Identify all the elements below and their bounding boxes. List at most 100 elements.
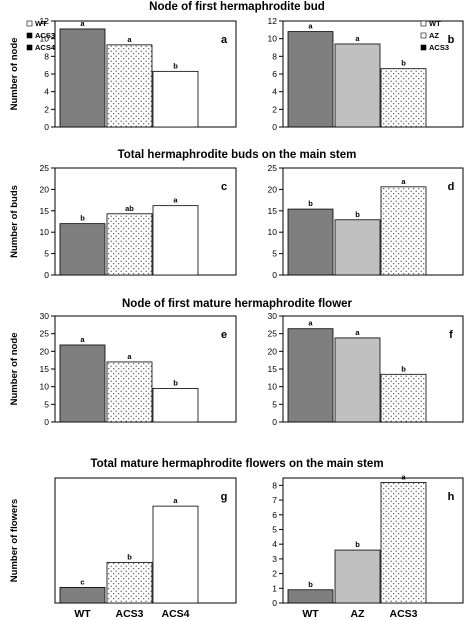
y-tick-label: 10 <box>40 34 50 44</box>
bar-az <box>334 337 381 423</box>
bar-acs3 <box>106 213 153 276</box>
legend-swatch <box>26 32 33 39</box>
chart-panel-a: Node of first hermaphrodite bud 0 2 4 6 8 10 12… <box>9 1 325 132</box>
y-tick-label: 0 <box>44 417 49 427</box>
legend-label: AZ <box>429 31 439 40</box>
chart-panel-b: 0 2 4 6 8 10 12 a a b b WT AZ ACS3 <box>268 16 464 132</box>
significance-letter: a <box>401 177 406 186</box>
y-tick-label: 25 <box>40 163 50 173</box>
chart-panel-g: Total mature hermaphrodite flowers on th… <box>9 458 384 620</box>
legend-label: ACS4 <box>35 43 56 52</box>
bar-wt <box>59 28 106 128</box>
bar-acs3 <box>106 361 153 423</box>
bar-acs3 <box>380 373 427 423</box>
panel-letter: h <box>448 491 455 503</box>
significance-letter: a <box>308 22 313 31</box>
bar-wt <box>287 208 334 276</box>
x-category-label: ACS3 <box>389 608 417 620</box>
y-tick-label: 10 <box>268 227 278 237</box>
y-tick-label: 0 <box>272 417 277 427</box>
bar-acs3 <box>106 44 153 128</box>
y-tick-label: 5 <box>44 249 49 259</box>
bar-acs4 <box>152 505 199 604</box>
bar-acs3 <box>106 561 153 604</box>
significance-letter: a <box>80 19 85 28</box>
legend-label: WT <box>35 19 47 28</box>
bar-wt <box>59 223 106 276</box>
y-tick-label: 0 <box>272 270 277 280</box>
y-tick-label: 2 <box>44 104 49 114</box>
significance-letter: b <box>355 210 360 219</box>
significance-letter: b <box>80 214 85 223</box>
bar-az <box>334 549 381 604</box>
x-category-label: ACS3 <box>115 608 143 620</box>
y-tick-label: 10 <box>268 34 278 44</box>
legend-label: ACS3 <box>429 43 449 52</box>
significance-letter: a <box>80 335 85 344</box>
significance-letter: a <box>173 496 178 505</box>
y-tick-label: 30 <box>40 311 50 321</box>
y-tick-label: 4 <box>272 87 277 97</box>
y-tick-label: 0 <box>272 122 277 132</box>
y-tick-label: 5 <box>272 249 277 259</box>
legend-swatch <box>26 20 33 27</box>
y-tick-label: 10 <box>268 382 278 392</box>
bar-acs4 <box>152 205 199 276</box>
bar-wt <box>287 589 334 604</box>
x-category-label: WT <box>302 608 319 620</box>
y-tick-label: 10 <box>40 382 50 392</box>
significance-letter: b <box>401 59 406 68</box>
y-tick-label: 7 <box>272 495 277 505</box>
y-tick-label: 5 <box>44 399 49 409</box>
significance-letter: b <box>127 552 132 561</box>
significance-letter: b <box>173 378 178 387</box>
legend-swatch <box>420 20 427 27</box>
y-tick-label: 2 <box>272 104 277 114</box>
chart-panel-d: 0 5 10 15 20 25 b b a d <box>268 163 464 280</box>
significance-letter: b <box>355 540 360 549</box>
panels-layer: Node of first hermaphrodite bud024681012… <box>9 1 464 620</box>
y-tick-label: 0 <box>44 270 49 280</box>
y-tick-label: 8 <box>272 480 277 490</box>
row-title: Total mature hermaphrodite flowers on th… <box>90 458 383 470</box>
panel-letter: e <box>221 329 227 341</box>
row-title: Total hermaphrodite buds on the main ste… <box>118 149 357 161</box>
panel-letter: f <box>449 329 453 341</box>
row-title: Node of first mature hermaphrodite flowe… <box>122 298 353 310</box>
x-category-label: ACS4 <box>161 608 189 620</box>
y-tick-label: 10 <box>40 227 50 237</box>
bar-acs3 <box>380 186 427 276</box>
y-tick-label: 12 <box>40 16 50 26</box>
significance-letter: a <box>355 34 360 43</box>
significance-letter: a <box>355 328 360 337</box>
bar-wt <box>59 344 106 423</box>
y-tick-label: 6 <box>272 69 277 79</box>
panel-letter: g <box>221 491 228 503</box>
bar-wt <box>287 328 334 423</box>
y-tick-label: 4 <box>44 87 49 97</box>
bar-wt <box>287 31 334 128</box>
y-tick-label: 2 <box>272 569 277 579</box>
y-tick-label: 4 <box>272 539 277 549</box>
y-tick-label: 5 <box>272 524 277 534</box>
chart-panel-e: Node of first mature hermaphrodite flowe… <box>9 298 353 427</box>
chart-panel-f: 0 5 10 15 20 25 30 a a b f <box>268 311 464 427</box>
y-tick-label: 8 <box>44 51 49 61</box>
y-tick-label: 1 <box>272 583 277 593</box>
y-tick-label: 6 <box>44 69 49 79</box>
legend-swatch <box>26 44 33 51</box>
significance-letter: a <box>127 352 132 361</box>
significance-letter: b <box>173 61 178 70</box>
legend-label: WT <box>429 19 441 28</box>
panel-letter: a <box>221 34 228 46</box>
bar-acs4 <box>152 388 199 423</box>
chart-panel-h: 0 1 2 3 4 5 6 7 8 b WT b AZ a ACS3 h <box>272 472 464 620</box>
significance-letter: b <box>308 580 313 589</box>
y-tick-label: 8 <box>272 51 277 61</box>
bar-acs4 <box>152 70 199 128</box>
significance-letter: a <box>401 472 406 481</box>
y-tick-label: 20 <box>40 346 50 356</box>
significance-letter: a <box>308 319 313 328</box>
y-tick-label: 25 <box>40 329 50 339</box>
y-tick-label: 0 <box>272 598 277 608</box>
